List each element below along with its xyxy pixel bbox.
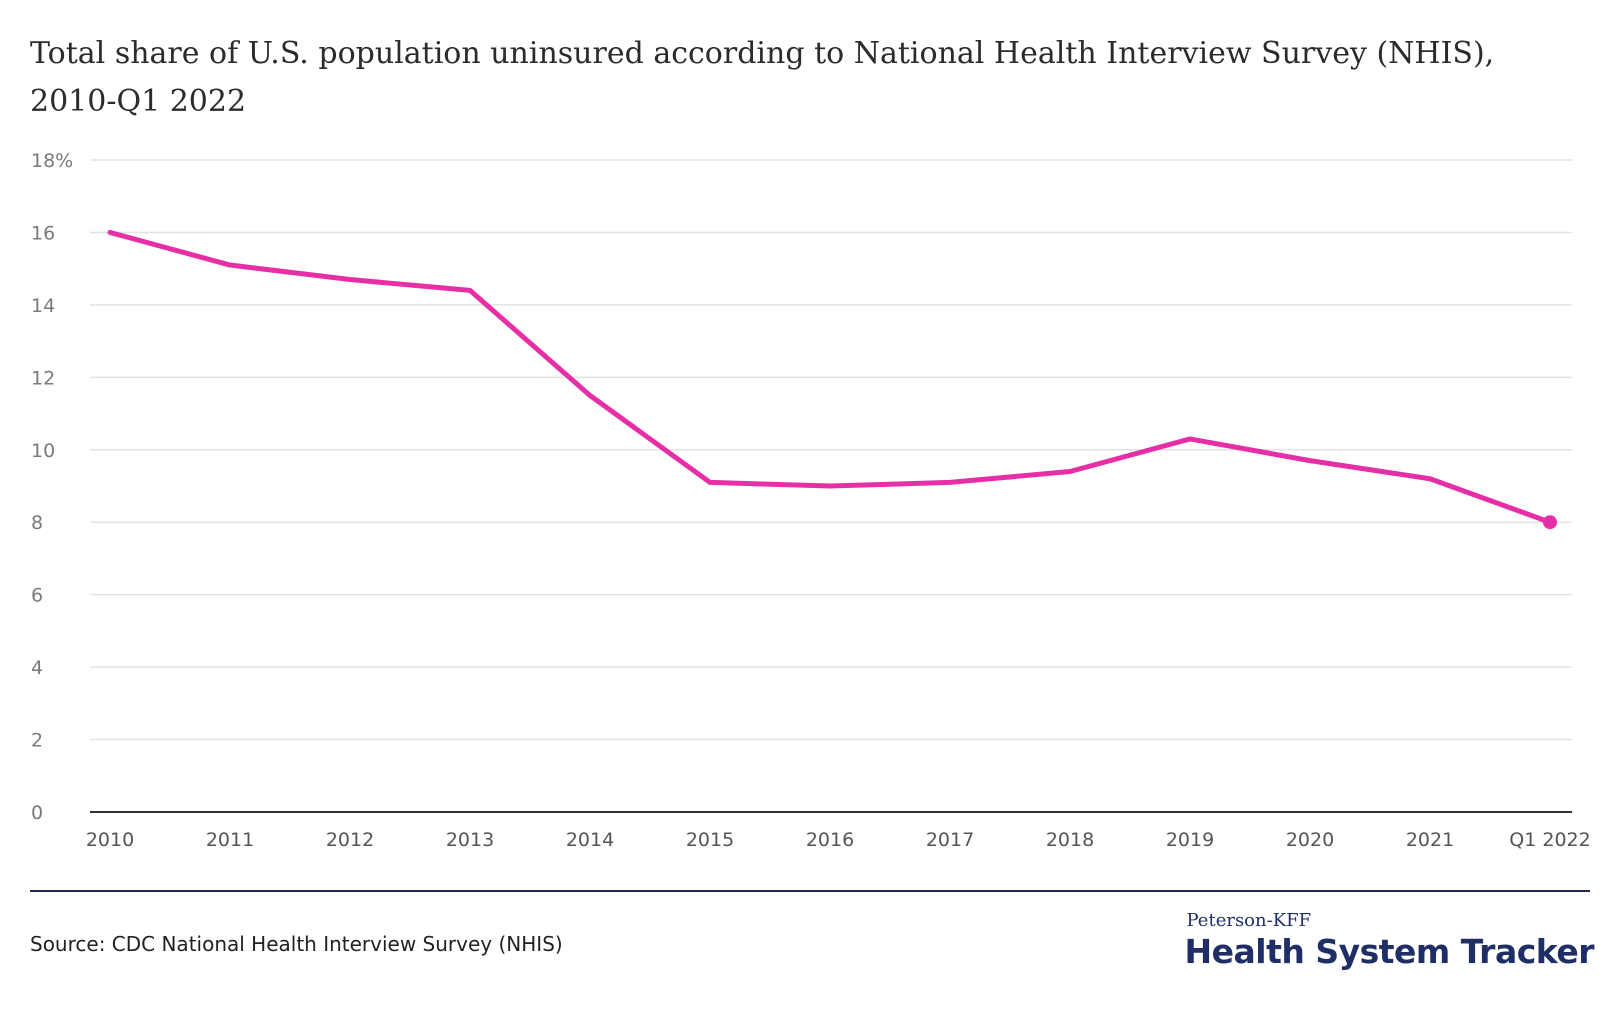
x-tick-label: 2015	[686, 829, 734, 851]
x-tick-label: 2018	[1046, 829, 1094, 851]
y-tick-label: 4	[31, 657, 43, 679]
y-tick-label: 18%	[31, 150, 73, 172]
series-line	[107, 229, 1553, 525]
x-tick-label: 2020	[1286, 829, 1334, 851]
x-tick-label: 2014	[566, 829, 614, 851]
x-tick-label: 2021	[1406, 829, 1454, 851]
chart-title: Total share of U.S. population uninsured…	[30, 36, 1495, 119]
logo-title: Health System Tracker	[1184, 932, 1595, 971]
y-tick-label: 0	[31, 802, 43, 824]
footer-divider	[30, 890, 1590, 892]
source-note: Source: CDC National Health Interview Su…	[30, 932, 563, 956]
x-tick-label: 2013	[446, 829, 494, 851]
y-tick-label: 10	[31, 440, 55, 462]
y-tick-label: 6	[31, 585, 43, 607]
x-tick-label: 2012	[326, 829, 374, 851]
x-tick-label: 2016	[806, 829, 854, 851]
end-point-marker	[1543, 515, 1557, 530]
x-tick-label: 2011	[206, 829, 254, 851]
y-tick-label: 8	[31, 512, 43, 534]
brand-logo: Peterson-KFF Health System Tracker	[1185, 910, 1595, 972]
grid-lines	[90, 159, 1572, 741]
x-axis-ticks: 2010 2011 2012 2013 2014 2015 2016 2017 2018 2019…	[86, 829, 1591, 851]
x-tick-label: 2019	[1166, 829, 1214, 851]
logo-subtitle: Peterson-KFF	[1186, 910, 1312, 931]
x-tick-label: 2017	[926, 829, 974, 851]
x-tick-label: Q1 2022	[1509, 829, 1590, 851]
y-tick-label: 2	[31, 730, 43, 752]
series-layer	[107, 229, 1557, 530]
y-tick-label: 16	[31, 222, 55, 244]
y-tick-label: 14	[31, 295, 55, 317]
y-tick-label: 12	[31, 367, 55, 389]
y-axis-ticks: 0 2 4 6 8 10 12 14 16 18%	[31, 150, 73, 824]
x-tick-label: 2010	[86, 829, 134, 851]
